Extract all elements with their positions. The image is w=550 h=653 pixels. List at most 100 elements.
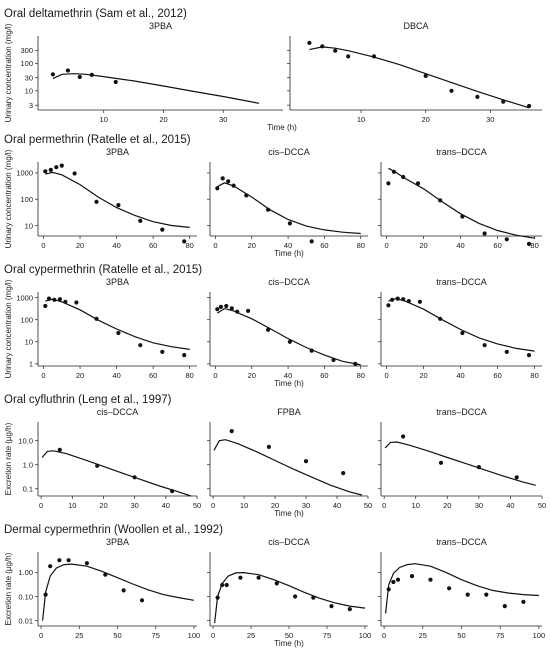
- data-point: [320, 44, 325, 49]
- y-tick-label: 0.10: [18, 592, 33, 601]
- data-point: [116, 330, 121, 336]
- data-point: [52, 297, 57, 302]
- data-point: [65, 68, 70, 73]
- data-point: [447, 586, 452, 591]
- x-tick-label: 20: [159, 115, 167, 124]
- data-point: [77, 74, 82, 80]
- data-point: [504, 237, 509, 242]
- x-tick-label: 10: [357, 115, 365, 124]
- data-point: [386, 181, 391, 186]
- y-tick-label: 10.0: [18, 437, 33, 446]
- data-point: [266, 444, 271, 449]
- data-point: [229, 429, 234, 434]
- x-tick-label: 0: [211, 501, 215, 510]
- x-tick-label: 0: [39, 501, 43, 510]
- data-point: [43, 303, 48, 309]
- data-point: [465, 592, 470, 597]
- data-point: [246, 308, 251, 313]
- model-curve: [214, 571, 366, 624]
- data-point: [438, 316, 443, 321]
- panel-3: trans–DCCA 0 10 20 30 40 50: [378, 407, 546, 510]
- data-point: [66, 558, 71, 563]
- data-point: [438, 198, 443, 203]
- x-tick-label: 75: [152, 631, 160, 640]
- y-axis-label: Excretion rate (µg/h): [4, 422, 13, 495]
- data-point: [48, 564, 53, 569]
- data-point: [333, 48, 338, 53]
- x-tick-label: 20: [443, 501, 451, 510]
- data-point: [182, 239, 187, 244]
- x-tick-label: 50: [457, 631, 465, 640]
- model-curve: [384, 441, 536, 486]
- x-tick-label: 80: [357, 241, 365, 250]
- y-tick-label: 1: [29, 360, 33, 369]
- x-tick-label: 60: [493, 241, 501, 250]
- data-point: [160, 349, 165, 354]
- row-1: Oral deltamethrin (Sam et al., 2012) Urin…: [4, 8, 542, 132]
- model-curve: [216, 307, 361, 366]
- panel-title: FPBA: [277, 407, 301, 417]
- x-tick-label: 80: [530, 241, 538, 250]
- row-title: Oral cypermethrin (Ratelle et al., 2015): [4, 264, 202, 276]
- panel-title: 3PBA: [106, 147, 129, 157]
- row-4: Oral cyfluthrin (Leng et al., 1997) Excre…: [4, 394, 546, 518]
- data-point: [95, 463, 100, 468]
- data-point: [89, 72, 94, 77]
- data-point: [482, 231, 487, 236]
- x-tick-label: 50: [113, 631, 121, 640]
- x-tick-label: 100: [533, 631, 546, 640]
- data-point: [484, 592, 489, 597]
- data-point: [476, 465, 481, 470]
- data-point: [401, 297, 406, 302]
- x-tick-label: 25: [419, 631, 427, 640]
- data-point: [215, 307, 220, 312]
- data-point: [329, 604, 334, 609]
- x-tick-label: 0: [41, 371, 45, 380]
- data-point: [311, 595, 316, 600]
- x-tick-label: 30: [302, 501, 310, 510]
- data-point: [182, 353, 187, 358]
- x-tick-label: 0: [382, 501, 386, 510]
- data-point: [415, 181, 421, 186]
- x-tick-label: 80: [530, 371, 538, 380]
- panel-3: trans–DCCA 0 20 40 60 80: [378, 147, 542, 250]
- model-curve: [385, 563, 539, 614]
- data-point: [401, 434, 406, 439]
- row-title: Oral cyfluthrin (Leng et al., 1997): [4, 394, 172, 406]
- data-point: [57, 558, 62, 563]
- panel-3: trans–DCCA 0 25 50 75 100: [378, 537, 545, 640]
- panel-1: cis–DCCA 0.1 1.0 10.0 0 10 20 30 40 50: [18, 407, 201, 510]
- data-point: [347, 607, 352, 612]
- data-point: [303, 459, 309, 464]
- panel-title: cis–DCCA: [268, 277, 310, 287]
- data-point: [502, 604, 507, 609]
- data-point: [401, 174, 406, 180]
- data-point: [138, 218, 143, 223]
- panel-title: cis–DCCA: [268, 147, 310, 157]
- x-tick-label: 40: [284, 371, 292, 380]
- x-tick-label: 0: [384, 241, 388, 250]
- data-point: [46, 296, 52, 301]
- data-point: [428, 577, 433, 582]
- data-point: [94, 316, 99, 321]
- model-curve: [41, 450, 191, 497]
- data-point: [226, 179, 231, 184]
- data-point: [229, 306, 234, 311]
- y-axis-label: Urinary concentration (mg/l): [4, 279, 13, 378]
- x-tick-label: 20: [99, 501, 107, 510]
- panel-2: FPBA 0 10 20 30 40 50 Time (h): [207, 407, 372, 518]
- model-curve: [45, 298, 190, 350]
- x-tick-label: 40: [456, 241, 464, 250]
- data-point: [391, 169, 397, 174]
- x-tick-label: 10: [412, 501, 420, 510]
- x-tick-label: 60: [149, 241, 157, 250]
- y-axis-label: Urinary concentration (mg/l): [4, 149, 13, 248]
- data-point: [526, 353, 532, 358]
- data-point: [386, 303, 391, 308]
- data-point: [371, 54, 377, 59]
- data-point: [438, 460, 444, 465]
- data-point: [215, 186, 220, 191]
- data-point: [514, 475, 519, 480]
- x-tick-label: 50: [364, 501, 372, 510]
- data-point: [331, 357, 336, 363]
